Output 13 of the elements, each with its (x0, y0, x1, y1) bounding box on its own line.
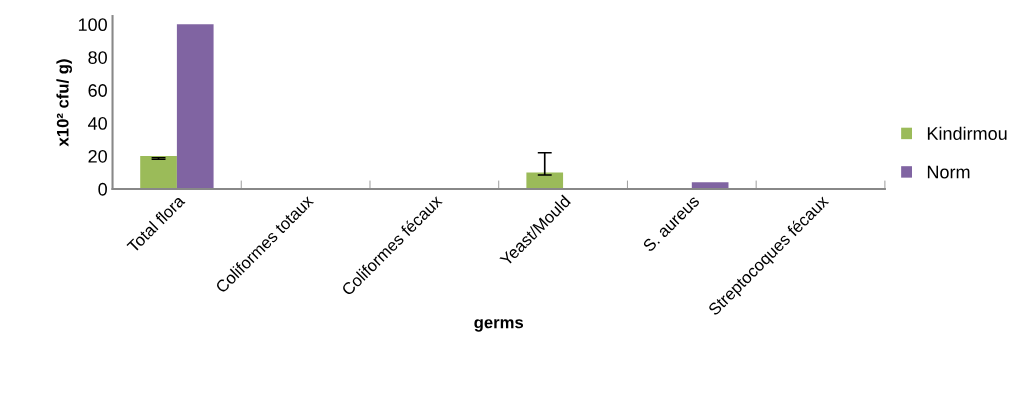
y-tick-label: 20 (88, 149, 107, 163)
legend-label: Norm (927, 165, 970, 179)
y-tick-label: 60 (88, 84, 107, 97)
y-tick-label: 100 (78, 18, 107, 32)
bar (140, 156, 177, 189)
y-tick-label: 80 (88, 51, 107, 64)
x-axis-title: germs (474, 319, 524, 332)
bar (526, 172, 564, 189)
bar (176, 24, 214, 189)
legend-label: Kindirmou (927, 126, 1007, 140)
y-tick-label: 0 (98, 182, 107, 196)
y-axis-title: x10² cfu/ g) (56, 59, 72, 147)
y-tick-label: 40 (88, 117, 107, 130)
